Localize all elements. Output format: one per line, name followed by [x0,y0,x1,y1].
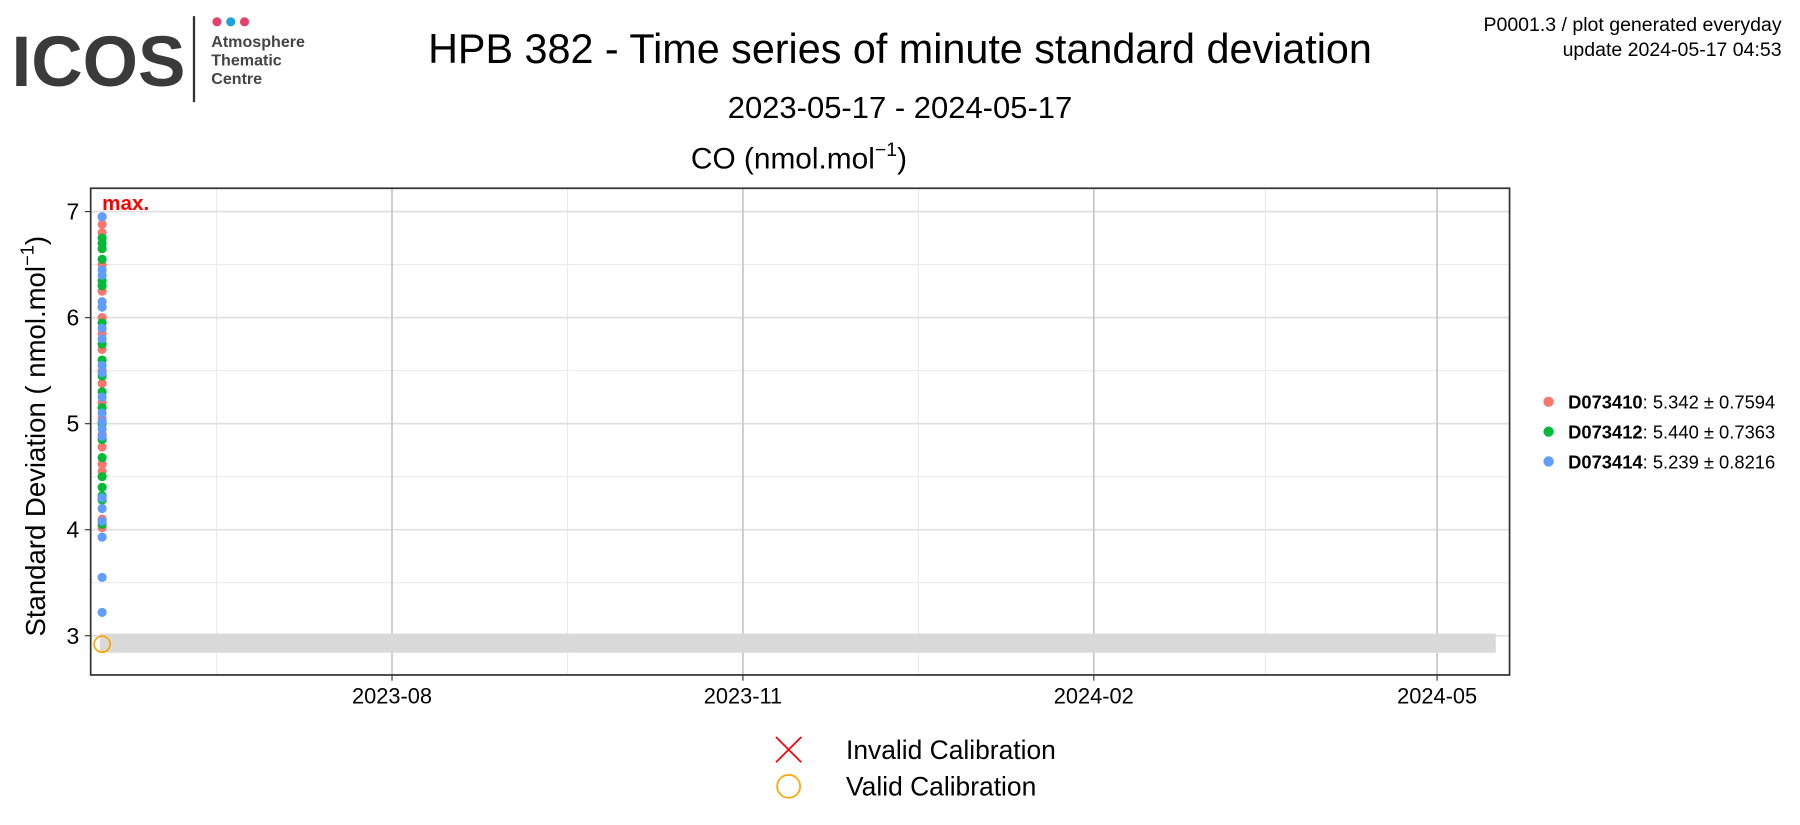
point [97,270,107,280]
legend-stat: : 5.440 ± 0.7363 [1643,422,1776,443]
panel-title-text: CO (nmol.mol [691,143,875,176]
chart-subtitle: 2023-05-17 - 2024-05-17 [728,90,1073,125]
point [97,281,107,291]
point [97,323,107,333]
x-tick-label: 2024-02 [1054,684,1134,709]
calibration-point [93,635,112,654]
point [97,244,107,254]
plot-background [90,188,1510,675]
legend-stat: : 5.342 ± 0.7594 [1643,392,1776,413]
point [97,472,107,482]
legend-cross [775,736,802,763]
y-label-sup: −1 [16,245,37,266]
logo-dot [212,17,222,27]
point [97,408,107,418]
legend-label: D073414: 5.239 ± 0.8216 [1568,451,1775,472]
logo-text: Atmosphere [211,33,305,51]
y-tick-label: 6 [66,305,79,331]
legend-marker [1543,426,1554,437]
y-label-text: Standard Deviation ( nmol.mol [20,266,51,637]
note: update 2024-05-17 04:53 [1563,39,1782,61]
logo-dot [239,17,250,27]
legend-label: Valid Calibration [846,771,1036,801]
reference-band [99,633,1496,653]
point [97,254,107,264]
point [97,607,107,617]
logo-dot [226,17,236,27]
logo-text: Centre [211,70,262,88]
legend-label: D073410: 5.342 ± 0.7594 [1568,392,1775,413]
point [97,532,107,542]
legend-name: D073410 [1568,392,1643,413]
point [97,459,107,469]
point [97,424,107,434]
panel-title: CO (nmol.mol−1) [691,139,907,176]
y-axis-label: Standard Deviation ( nmol.mol−1) [16,236,50,637]
point [97,453,107,463]
point [97,572,107,583]
legend-stat: : 5.239 ± 0.8216 [1643,451,1776,472]
point [97,516,107,526]
point [97,482,107,492]
y-tick-label: 7 [66,199,79,225]
note: P0001.3 / plot generated everyday [1483,14,1781,36]
legend-label: Invalid Calibration [846,735,1056,765]
legend-circle [776,773,801,799]
x-tick-label: 2024-05 [1397,684,1477,709]
y-tick-label: 5 [66,411,79,437]
y-tick-label: 3 [66,623,79,649]
y-tick-label: 4 [66,517,79,543]
point [97,493,107,503]
legend-name: D073412 [1568,422,1643,443]
point [97,368,107,378]
point [97,378,107,388]
point [97,392,107,402]
legend-marker [1543,396,1554,407]
point [97,442,107,452]
logo-text: Thematic [211,51,282,69]
point [97,219,107,229]
y-label-text: ) [20,236,51,245]
point [97,416,107,427]
max-annotation: max. [102,192,149,215]
panel-title-sup: −1 [875,139,897,161]
x-tick-label: 2023-08 [352,684,432,709]
logo: ICOS [11,23,185,102]
point [97,431,107,441]
legend-label: D073412: 5.440 ± 0.7363 [1568,422,1775,443]
x-tick-label: 2023-11 [704,684,782,709]
point [97,503,107,514]
plot-border [89,187,1511,676]
chart-title: HPB 382 - Time series of minute standard… [428,26,1372,72]
point [97,360,107,370]
legend-marker [1543,456,1554,467]
legend-name: D073414 [1568,451,1643,472]
panel-title-text: ) [897,143,907,176]
point [97,212,107,222]
point [97,302,107,312]
point [97,334,107,344]
